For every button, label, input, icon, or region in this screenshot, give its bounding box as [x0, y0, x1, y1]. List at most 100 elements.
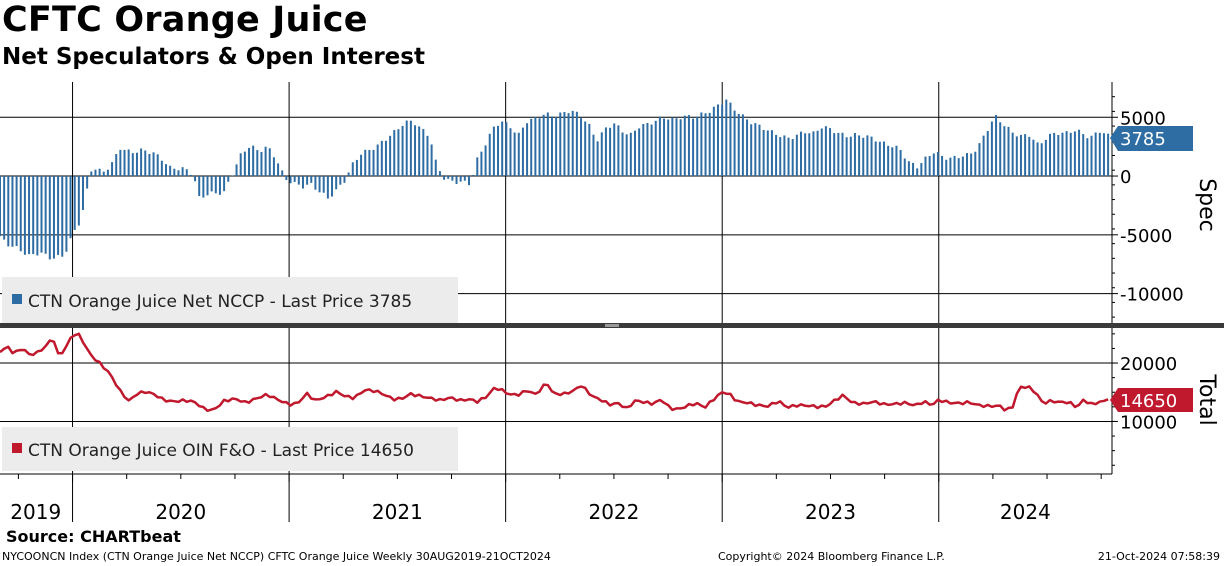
spec-bar — [1015, 136, 1018, 177]
spec-bar — [712, 106, 715, 177]
spec-bar — [559, 112, 562, 177]
spec-bar — [629, 132, 632, 177]
spec-bar — [837, 132, 840, 177]
spec-bar — [795, 134, 798, 177]
spec-bar — [563, 111, 566, 177]
spec-bar — [986, 131, 989, 177]
spec-bar — [44, 176, 47, 254]
spec-bar — [633, 130, 636, 177]
x-year-label: 2024 — [1000, 500, 1051, 524]
spec-bar — [716, 104, 719, 177]
spec-bar — [517, 132, 520, 177]
spec-bar — [160, 160, 163, 177]
spec-bar — [708, 112, 711, 177]
spec-bar — [862, 137, 865, 177]
spec-bar — [19, 176, 22, 252]
spec-bar — [733, 110, 736, 177]
spec-bar — [1061, 132, 1064, 177]
spec-bar — [899, 150, 902, 177]
spec-bar — [829, 128, 832, 177]
spec-bar — [550, 116, 553, 177]
spec-bar — [812, 131, 815, 177]
spec-bar — [750, 124, 753, 177]
spec-ytick-label: 5000 — [1120, 108, 1166, 129]
spec-bar — [741, 114, 744, 177]
spec-bar — [833, 133, 836, 177]
spec-bar — [214, 176, 217, 194]
spec-bar — [820, 128, 823, 177]
spec-bar — [467, 176, 470, 186]
spec-bar — [32, 176, 35, 255]
panel-divider-handle[interactable] — [605, 324, 619, 327]
spec-bar — [546, 112, 549, 177]
spec-bar — [106, 169, 109, 177]
spec-bar — [260, 151, 263, 177]
spec-bar — [310, 176, 313, 183]
spec-bar — [791, 139, 794, 177]
spec-bar — [347, 172, 350, 177]
spec-bar — [704, 113, 707, 177]
spec-bar — [721, 104, 724, 177]
spec-bar — [974, 151, 977, 177]
spec-bar — [82, 176, 84, 210]
spec-bar — [895, 145, 898, 177]
spec-bars — [0, 99, 1110, 260]
spec-bar — [683, 115, 686, 177]
spec-bar — [438, 171, 441, 177]
spec-bar — [617, 125, 620, 177]
spec-bar — [98, 168, 101, 177]
spec-bar — [264, 146, 267, 177]
spec-bar — [243, 151, 246, 177]
spec-ytick-label: 0 — [1120, 167, 1131, 188]
spec-bar — [638, 128, 641, 177]
spec-bar — [7, 176, 10, 247]
spec-bar — [231, 175, 234, 177]
x-year-label: 2023 — [805, 500, 856, 524]
spec-bar — [542, 114, 545, 177]
spec-bar — [887, 145, 890, 177]
spec-bar — [376, 144, 379, 177]
spec-bar — [48, 176, 51, 260]
spec-bar — [252, 145, 255, 177]
spec-bar — [1003, 126, 1006, 177]
spec-bar — [692, 118, 695, 177]
spec-bar — [23, 176, 26, 255]
spec-bar — [1028, 136, 1031, 177]
spec-bar — [434, 159, 437, 177]
spec-bar — [953, 155, 956, 177]
spec-bar — [223, 176, 226, 192]
spec-bar — [758, 124, 761, 177]
footer-series-info: NYCOONCN Index (CTN Orange Juice Net NCC… — [2, 550, 551, 563]
oi-ytick-label: 20000 — [1120, 354, 1177, 375]
spec-bar — [737, 113, 740, 177]
spec-bar — [816, 130, 819, 177]
spec-bar — [596, 141, 599, 177]
spec-bar — [463, 176, 466, 181]
spec-bar — [339, 176, 342, 185]
top-legend-swatch — [12, 294, 22, 304]
spec-bar — [393, 130, 396, 177]
spec-bar — [999, 122, 1002, 177]
spec-bar — [451, 176, 454, 181]
spec-bar — [239, 153, 242, 177]
spec-bar — [671, 117, 674, 177]
spec-bar — [119, 149, 122, 177]
spec-bar — [144, 150, 147, 177]
spec-bar — [663, 118, 666, 177]
spec-bar — [903, 158, 906, 177]
spec-bar — [675, 118, 678, 177]
spec-bar — [360, 154, 363, 177]
x-year-label: 2020 — [155, 500, 206, 524]
spec-bar — [430, 144, 433, 177]
spec-bar — [301, 176, 304, 189]
spec-bar — [218, 176, 221, 195]
spec-bar — [1090, 135, 1093, 177]
spec-bar — [687, 115, 690, 177]
spec-bar — [853, 133, 856, 177]
spec-bar — [509, 128, 512, 177]
spec-bar — [65, 176, 68, 252]
spec-bar — [808, 133, 811, 177]
spec-bar — [779, 137, 782, 177]
spec-bar — [77, 176, 80, 226]
spec-bar — [455, 176, 458, 185]
